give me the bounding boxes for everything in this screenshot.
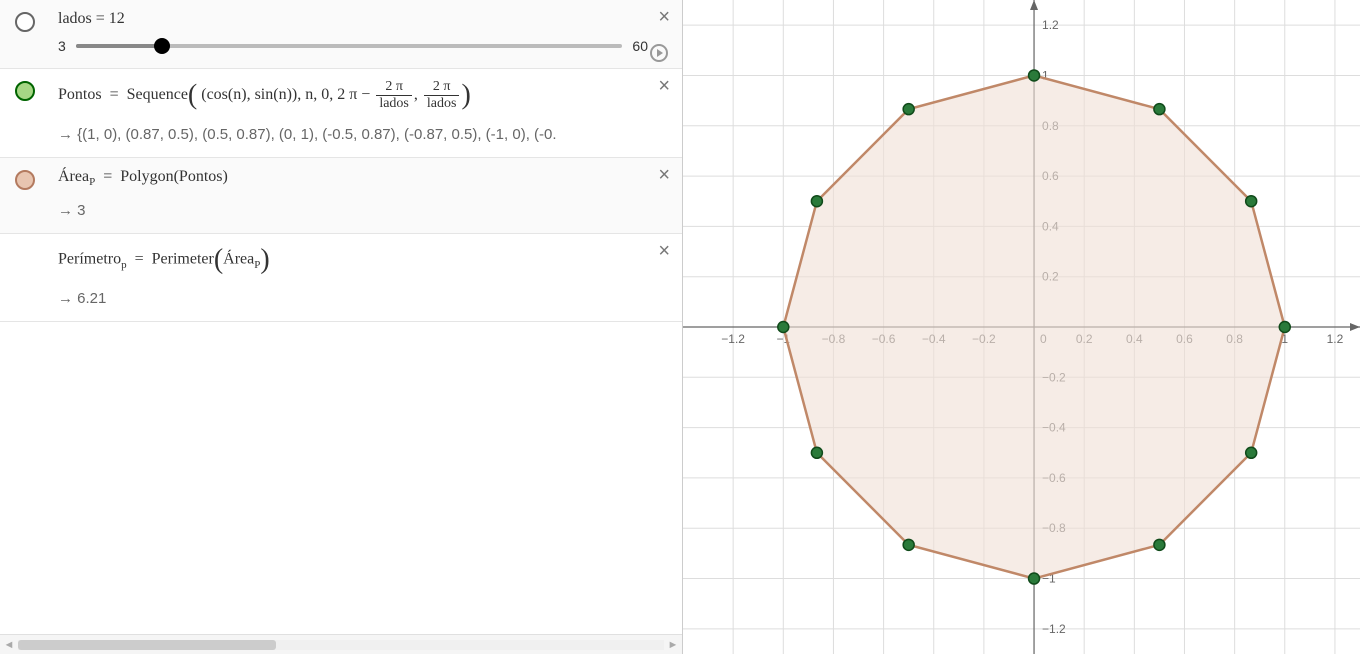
pontos-result: → {(1, 0), (0.87, 0.5), (0.5, 0.87), (0,…: [58, 126, 670, 143]
svg-text:1.2: 1.2: [1327, 332, 1344, 346]
area-result: → 3: [58, 202, 670, 219]
marker-pontos[interactable]: [0, 69, 50, 157]
slider-control[interactable]: 3 60: [58, 38, 670, 54]
graphics-view[interactable]: −1.2−1−0.8−0.6−0.4−0.200.20.40.60.811.2−…: [683, 0, 1360, 654]
marker-perimetro: [0, 234, 50, 321]
row-slider: × lados = 12 3 60: [0, 0, 682, 69]
slider-max: 60: [632, 38, 648, 54]
marker-area[interactable]: [0, 158, 50, 233]
close-icon[interactable]: ×: [658, 75, 670, 98]
horizontal-scrollbar[interactable]: ◄ ►: [0, 634, 682, 654]
scroll-left-icon[interactable]: ◄: [0, 639, 18, 651]
slider-min: 3: [58, 38, 66, 54]
svg-text:−1.2: −1.2: [721, 332, 745, 346]
row-area: × ÁreaP = Polygon(Pontos) → 3: [0, 158, 682, 234]
slider-track[interactable]: [76, 44, 623, 48]
svg-text:−1.2: −1.2: [1042, 622, 1066, 636]
marker-slider[interactable]: [0, 0, 50, 68]
slider-thumb[interactable]: [154, 38, 170, 54]
row-pontos: × Pontos = Sequence( (cos(n), sin(n)), n…: [0, 69, 682, 158]
close-icon[interactable]: ×: [658, 6, 670, 29]
area-formula[interactable]: ÁreaP = Polygon(Pontos): [58, 168, 670, 188]
row-perimetro: × Perímetrop = Perimeter(ÁreaP) → 6.21: [0, 234, 682, 322]
scroll-right-icon[interactable]: ►: [664, 639, 682, 651]
visibility-dot-pontos[interactable]: [15, 81, 35, 101]
slider-label: lados = 12: [58, 10, 670, 28]
close-icon[interactable]: ×: [658, 240, 670, 263]
visibility-dot-area[interactable]: [15, 170, 35, 190]
close-icon[interactable]: ×: [658, 164, 670, 187]
svg-text:1.2: 1.2: [1042, 18, 1059, 32]
perimetro-formula[interactable]: Perímetrop = Perimeter(ÁreaP): [58, 244, 670, 276]
visibility-dot-slider[interactable]: [15, 12, 35, 32]
play-icon[interactable]: [650, 44, 668, 62]
perimetro-result: → 6.21: [58, 290, 670, 307]
algebra-panel: × lados = 12 3 60 × Pontos = Sequence(: [0, 0, 683, 654]
scrollbar-thumb[interactable]: [18, 640, 276, 650]
pontos-formula[interactable]: Pontos = Sequence( (cos(n), sin(n)), n, …: [58, 79, 670, 112]
